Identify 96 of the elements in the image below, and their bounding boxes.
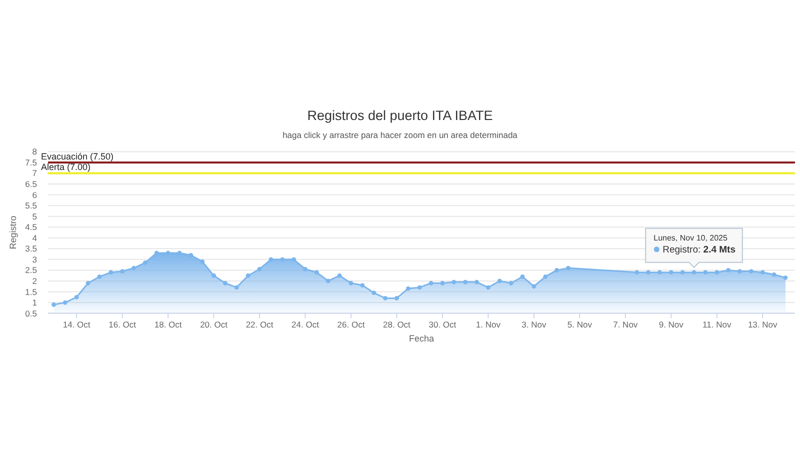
x-tick-label: 16. Oct <box>108 319 137 330</box>
y-tick-label: 1.5 <box>25 286 38 297</box>
point <box>97 274 102 279</box>
point <box>86 280 90 286</box>
point <box>566 266 570 270</box>
y-tick-label: 7.5 <box>25 157 38 168</box>
point <box>372 290 376 296</box>
point <box>337 273 342 278</box>
point <box>486 285 490 290</box>
y-tick-label: 4.5 <box>25 222 38 232</box>
y-tick-label: 1 <box>32 298 38 308</box>
point <box>714 270 720 275</box>
point <box>760 270 765 275</box>
point <box>658 270 662 275</box>
point <box>108 270 114 275</box>
ref-line-label: Evacuación (7.50) <box>41 151 114 162</box>
point <box>212 273 216 278</box>
point <box>188 252 194 258</box>
x-tick-label: 22. Oct <box>246 319 274 330</box>
x-tick-label: 30. Oct <box>428 319 457 330</box>
point <box>440 280 445 286</box>
point <box>772 272 776 277</box>
point <box>554 268 559 272</box>
x-tick-label: 7. Nov <box>613 319 638 330</box>
point <box>246 273 250 278</box>
point <box>383 296 388 300</box>
ref-line-label: Alerta (7.00) <box>41 162 91 172</box>
x-tick-label: 18. Oct <box>154 319 182 330</box>
x-axis-title: Fecha <box>408 333 434 344</box>
point <box>520 274 525 279</box>
x-tick-label: 3. Nov <box>522 319 547 330</box>
point <box>360 283 365 288</box>
y-axis-title: Registro <box>8 216 18 250</box>
point <box>394 296 399 300</box>
x-tick-label: 13. Nov <box>748 319 778 330</box>
x-tick-label: 24. Oct <box>292 319 320 330</box>
point <box>428 280 434 286</box>
point <box>452 280 456 284</box>
point <box>200 259 205 264</box>
x-tick-label: 14. Oct <box>62 319 91 330</box>
point <box>692 270 696 275</box>
point <box>748 269 754 274</box>
y-tick-label: 6.5 <box>25 179 38 190</box>
point <box>257 266 262 272</box>
point <box>348 280 354 286</box>
point <box>120 269 125 274</box>
x-tick-label: 5. Nov <box>567 319 593 330</box>
point <box>532 284 536 289</box>
point <box>132 266 136 270</box>
point <box>646 270 650 275</box>
y-tick-label: 3.5 <box>25 244 38 254</box>
point <box>406 286 410 291</box>
point <box>292 257 296 262</box>
point <box>52 302 56 307</box>
y-tick-label: 5 <box>32 211 38 222</box>
x-tick-label: 28. Oct <box>383 319 412 330</box>
point <box>634 270 640 275</box>
x-tick-label: 9. Nov <box>658 319 684 330</box>
chart-title: Registros del puerto ITA IBATE <box>307 108 493 123</box>
point <box>62 300 68 305</box>
point <box>474 280 479 284</box>
point <box>223 280 228 286</box>
point <box>497 278 502 284</box>
point <box>543 274 548 279</box>
point <box>303 266 308 272</box>
annotation: Lunes, Nov 10, 2025 Registro: 2.4 Mts <box>654 233 736 256</box>
x-tick-label: 20. Oct <box>200 319 228 330</box>
y-tick-label: 2 <box>32 276 38 286</box>
y-tick-label: 7 <box>32 168 38 178</box>
point <box>668 270 674 275</box>
y-tick-label: 4 <box>32 232 38 243</box>
point <box>463 280 468 284</box>
point <box>783 276 788 280</box>
point <box>417 285 422 290</box>
y-tick-label: 8 <box>32 146 38 157</box>
point <box>74 294 79 300</box>
point <box>234 285 239 290</box>
y-tick-label: 0.5 <box>25 308 38 318</box>
chart-subtitle: haga click y arrastre para hacer zoom en un area determinada <box>282 130 518 140</box>
x-tick-label: 11. Nov <box>702 319 732 330</box>
point <box>314 270 319 275</box>
y-tick-label: 3 <box>32 254 38 264</box>
x-tick-label: 26. Oct <box>337 319 366 330</box>
y-tick-label: 5.5 <box>25 200 38 211</box>
x-tick-label: 1. Nov <box>476 319 502 330</box>
point <box>326 278 330 284</box>
point <box>142 260 148 265</box>
point <box>738 269 742 274</box>
point <box>726 268 731 272</box>
point <box>280 257 285 262</box>
y-tick-label: 6 <box>32 190 38 200</box>
point <box>703 270 708 275</box>
point <box>508 280 514 286</box>
point <box>680 270 685 275</box>
point <box>268 257 274 262</box>
y-tick-label: 2.5 <box>25 265 38 276</box>
